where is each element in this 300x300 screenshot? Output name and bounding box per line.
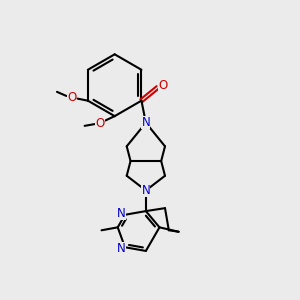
Text: N: N (117, 207, 126, 220)
Text: N: N (142, 184, 150, 197)
Text: O: O (158, 79, 168, 92)
Text: N: N (117, 242, 126, 255)
Text: N: N (142, 116, 150, 129)
Text: O: O (67, 91, 76, 103)
Text: O: O (95, 117, 105, 130)
